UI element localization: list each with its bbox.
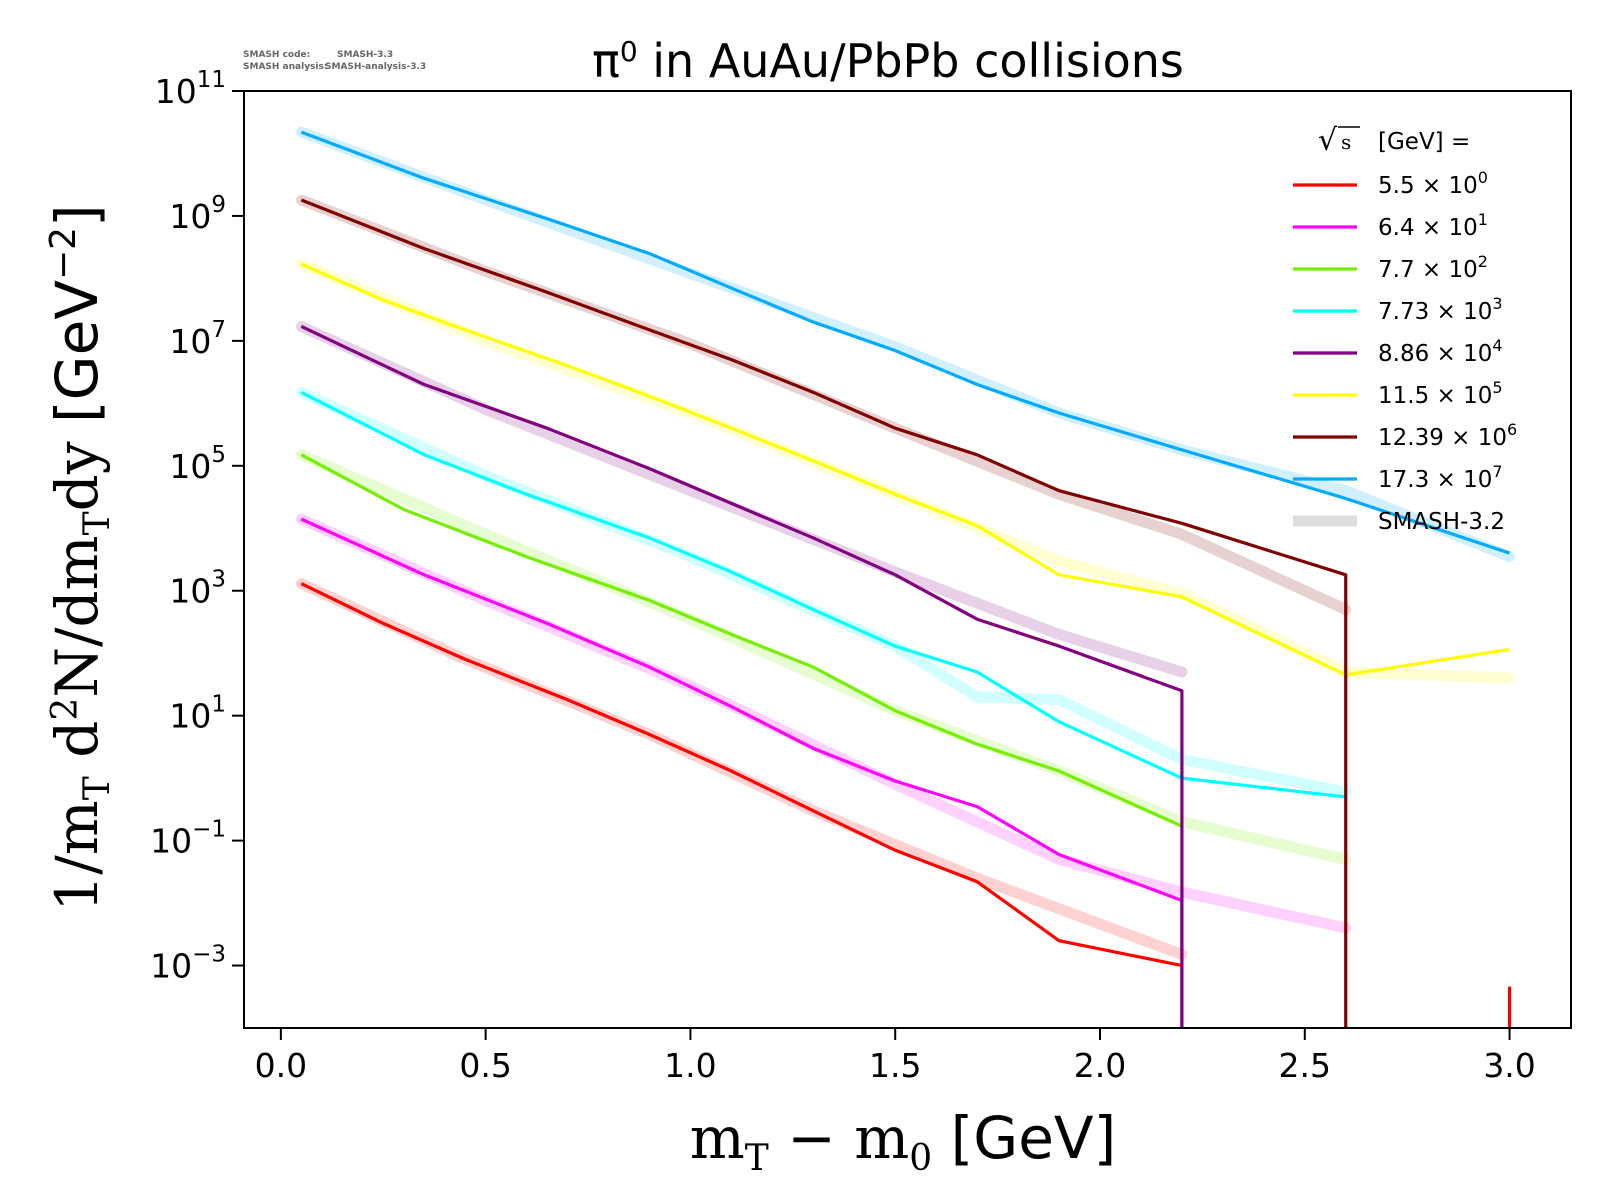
- x-tick-label: 2.5: [1279, 1046, 1331, 1085]
- x-tick-label: 1.5: [869, 1046, 921, 1085]
- series-line-1: [300, 517, 1184, 1028]
- smash-analysis-label: SMASH analysis:: [243, 62, 327, 72]
- series-line-2: [300, 453, 1183, 828]
- x-tick-label: 0.0: [255, 1046, 307, 1085]
- x-tick-label: 1.0: [664, 1046, 716, 1085]
- sqrt-s-var: s: [1341, 130, 1351, 154]
- series-line-3: [300, 390, 1346, 799]
- title-particle-charge: 0: [620, 35, 638, 68]
- x-tick-label: 3.0: [1483, 1046, 1535, 1085]
- y-tick-label: 105: [169, 442, 226, 486]
- legend-label: 12.39 × 106: [1378, 420, 1517, 451]
- x-axis-label: mT − m0 [GeV]: [690, 1104, 1116, 1179]
- legend: √ s [GeV] = 5.5 × 100 6.4 × 101 7.7 × 102 7…: [1293, 123, 1517, 535]
- legend-title-text: [GeV] =: [1378, 129, 1470, 155]
- reference-line-4: [295, 320, 1188, 678]
- legend-label: 7.7 × 102: [1378, 252, 1488, 283]
- legend-label: 6.4 × 101: [1378, 210, 1488, 241]
- series-line-0: [300, 582, 1183, 968]
- sqrt-s-symbol: √: [1318, 123, 1338, 158]
- x-tick-label: 0.5: [459, 1046, 511, 1085]
- y-tick-label: 101: [169, 692, 226, 736]
- reference-line-7: [295, 126, 1516, 563]
- legend-label: 8.86 × 104: [1378, 336, 1503, 367]
- plot-lines: [295, 126, 1516, 1028]
- smash-code-value: SMASH-3.3: [337, 50, 393, 60]
- smash-code-label: SMASH code:: [243, 50, 310, 60]
- x-tick-label: 2.0: [1074, 1046, 1126, 1085]
- series-line-6: [300, 198, 1348, 1028]
- title-rest: in AuAu/PbPb collisions: [638, 34, 1184, 88]
- legend-label-reference: SMASH-3.2: [1378, 509, 1505, 535]
- legend-label: 7.73 × 103: [1378, 294, 1503, 325]
- y-axis: 1011 109 107 105 103 101 10−1 10−3: [150, 67, 244, 986]
- y-tick-label: 10−1: [150, 817, 226, 861]
- legend-label: 17.3 × 107: [1378, 462, 1503, 493]
- y-tick-label: 109: [169, 192, 226, 236]
- y-axis-label: 1/mT d2N/dmTdy [GeV−2]: [43, 204, 118, 911]
- smash-version-info: SMASH code: SMASH-3.3 SMASH analysis: SM…: [243, 50, 426, 72]
- smash-analysis-value: SMASH-analysis-3.3: [325, 62, 426, 72]
- legend-title: √ s [GeV] =: [1318, 123, 1470, 158]
- y-tick-label: 10−3: [150, 942, 226, 986]
- y-tick-label: 107: [169, 317, 226, 361]
- reference-line-1: [295, 513, 1352, 934]
- series-line-4: [300, 325, 1184, 1028]
- reference-line-5: [295, 258, 1516, 684]
- series-line-5: [300, 262, 1510, 677]
- chart-title: π0 in AuAu/PbPb collisions: [592, 34, 1184, 88]
- plot-frame: [243, 90, 1572, 1029]
- legend-label: 5.5 × 100: [1378, 168, 1488, 199]
- title-particle: π: [592, 34, 620, 88]
- y-tick-label: 103: [169, 567, 226, 611]
- legend-label: 11.5 × 105: [1378, 378, 1503, 409]
- series-line-7: [300, 130, 1511, 555]
- x-axis: 0.0 0.5 1.0 1.5 2.0 2.5 3.0: [255, 1028, 1536, 1085]
- reference-line-3: [295, 386, 1352, 798]
- y-tick-label: 1011: [155, 67, 226, 111]
